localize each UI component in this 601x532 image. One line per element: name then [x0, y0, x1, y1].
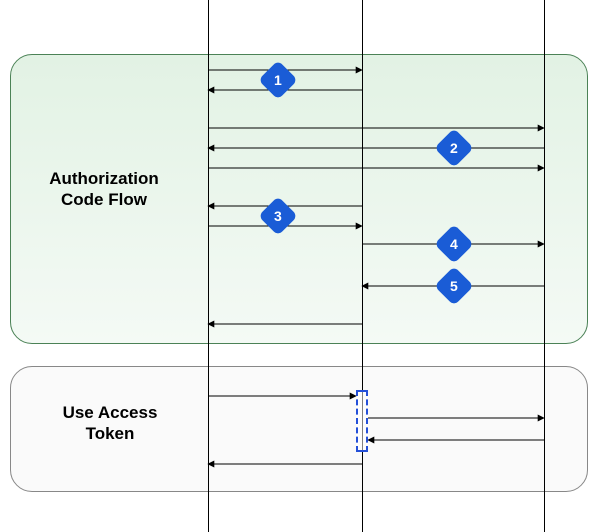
step-badge-label: 4: [450, 236, 458, 252]
step-badge-label: 2: [450, 140, 458, 156]
text: Use AccessToken: [63, 403, 158, 443]
group-label-auth-code-flow: AuthorizationCode Flow: [24, 168, 184, 211]
step-badge-label: 1: [274, 72, 282, 88]
text: AuthorizationCode Flow: [49, 169, 159, 209]
step-badge-label: 5: [450, 278, 458, 294]
step-badge-label: 3: [274, 208, 282, 224]
group-label-use-access-token: Use AccessToken: [40, 402, 180, 445]
diagram-canvas: AuthorizationCode Flow Use AccessToken 1…: [0, 0, 601, 532]
lifeline-1: [208, 0, 209, 532]
activation-box: [356, 390, 368, 452]
lifeline-3: [544, 0, 545, 532]
lifeline-2: [362, 0, 363, 532]
